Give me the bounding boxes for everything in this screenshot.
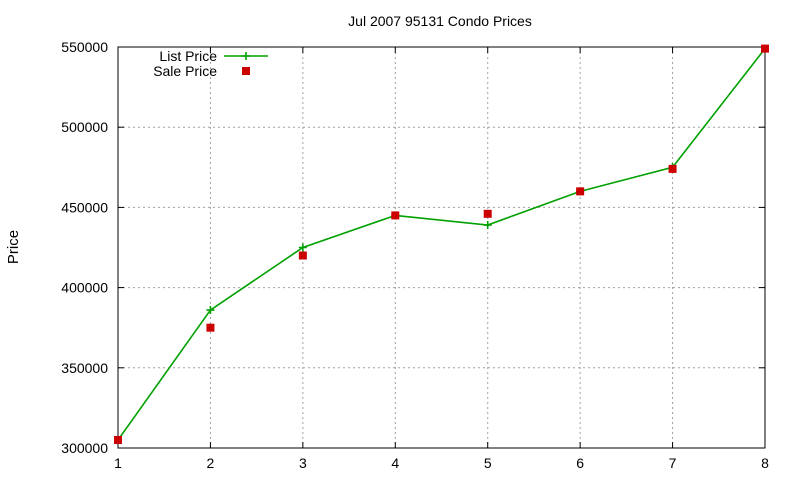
y-tick-label-550000: 550000 [61,39,108,55]
y-axis-ticks: 300000 350000 400000 450000 500000 550000 [61,39,765,456]
x-tick-label-6: 6 [576,455,584,471]
x-tick-label-8: 8 [761,455,769,471]
y-tick-label-350000: 350000 [61,360,108,376]
point-sale-price-3 [298,251,307,260]
legend-marker-list-price [242,52,250,60]
legend: List Price Sale Price [153,48,268,79]
point-list-price-5 [483,221,492,230]
point-sale-price-7 [668,164,677,173]
series-layer [114,44,769,444]
series-sale-price [114,44,769,444]
x-axis-ticks: 1 2 3 4 5 6 7 8 [114,47,769,471]
point-sale-price-4 [391,211,400,220]
chart-title: Jul 2007 95131 Condo Prices [348,13,532,29]
point-list-price-3 [298,243,307,252]
x-tick-label-3: 3 [299,455,307,471]
y-tick-label-400000: 400000 [61,280,108,296]
point-sale-price-6 [576,187,585,196]
point-sale-price-5 [483,209,492,218]
series-line-list-price [117,48,766,441]
x-tick-label-5: 5 [484,455,492,471]
legend-marker-sale-price [242,67,250,75]
y-axis-label: Price [5,230,22,264]
point-list-price-2 [206,306,215,315]
x-tick-label-4: 4 [391,455,399,471]
series-list-price [114,44,769,444]
point-sale-price-8 [761,44,769,53]
x-tick-label-1: 1 [114,455,122,471]
plot-frame [117,46,766,449]
point-sale-price-2 [206,323,215,332]
x-tick-label-2: 2 [207,455,215,471]
point-sale-price-1 [114,435,122,444]
y-tick-label-300000: 300000 [61,440,108,456]
legend-label-list-price: List Price [159,48,217,64]
x-tick-label-7: 7 [669,455,677,471]
legend-label-sale-price: Sale Price [153,63,217,79]
grid-lines [118,47,765,448]
y-tick-label-450000: 450000 [61,199,108,215]
y-tick-label-500000: 500000 [61,119,108,135]
